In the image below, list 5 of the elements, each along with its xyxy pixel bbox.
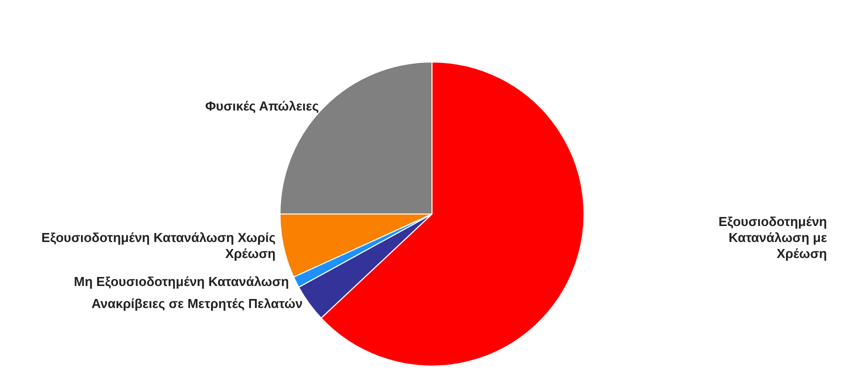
slice-label: Ανακρίβειες σε Μετρητές Πελατών xyxy=(91,296,303,312)
slice-label: Μη Εξουσιοδοτημένη Κατανάλωση xyxy=(74,274,290,290)
slice-label: Εξουσιοδοτημένη Κατανάλωση με Χρέωση xyxy=(718,214,828,262)
slice-label: Φυσικές Απώλειες xyxy=(205,98,320,114)
slice-label: Εξουσιοδοτημένη Κατανάλωση Χωρίς Χρέωση xyxy=(41,230,276,262)
